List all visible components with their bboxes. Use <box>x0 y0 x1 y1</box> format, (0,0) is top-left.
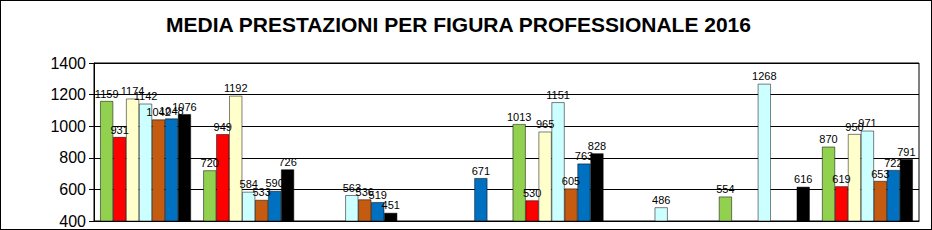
svg-text:653: 653 <box>871 168 889 180</box>
svg-text:590: 590 <box>265 177 283 189</box>
svg-text:605: 605 <box>562 175 580 187</box>
svg-text:533: 533 <box>252 186 271 199</box>
svg-text:619: 619 <box>832 173 850 185</box>
svg-text:722: 722 <box>884 157 902 169</box>
svg-text:763: 763 <box>575 150 593 162</box>
svg-text:519: 519 <box>368 188 387 201</box>
svg-text:MEDIA PRESTAZIONI PER FIGURA P: MEDIA PRESTAZIONI PER FIGURA PROFESSIONA… <box>166 13 751 36</box>
svg-text:950: 950 <box>845 120 864 133</box>
svg-text:1013: 1013 <box>507 111 531 123</box>
svg-text:1174: 1174 <box>120 85 145 98</box>
svg-text:965: 965 <box>536 118 554 130</box>
svg-text:563: 563 <box>342 181 361 194</box>
svg-text:486: 486 <box>652 194 670 206</box>
svg-text:720: 720 <box>201 157 219 169</box>
svg-text:400: 400 <box>59 213 86 230</box>
svg-text:949: 949 <box>214 121 232 133</box>
svg-text:451: 451 <box>382 199 400 211</box>
svg-text:671: 671 <box>472 165 490 177</box>
svg-text:931: 931 <box>110 124 128 136</box>
svg-text:1268: 1268 <box>752 70 776 82</box>
svg-text:1200: 1200 <box>50 86 86 103</box>
svg-text:828: 828 <box>588 140 606 152</box>
svg-text:971: 971 <box>858 117 876 129</box>
svg-text:530: 530 <box>523 187 541 199</box>
svg-text:1151: 1151 <box>546 89 570 101</box>
svg-text:1142: 1142 <box>134 90 158 102</box>
svg-text:1000: 1000 <box>50 118 86 135</box>
svg-text:791: 791 <box>897 146 915 158</box>
svg-text:800: 800 <box>59 149 86 166</box>
svg-text:1076: 1076 <box>172 101 196 113</box>
svg-text:1400: 1400 <box>50 55 86 72</box>
svg-text:616: 616 <box>794 173 812 185</box>
svg-text:554: 554 <box>716 183 734 195</box>
svg-text:870: 870 <box>819 133 837 145</box>
svg-text:584: 584 <box>239 178 258 191</box>
svg-text:536: 536 <box>355 186 374 198</box>
svg-text:726: 726 <box>278 156 296 168</box>
svg-text:1192: 1192 <box>224 82 248 94</box>
svg-text:1159: 1159 <box>95 88 119 100</box>
svg-text:600: 600 <box>59 181 86 198</box>
